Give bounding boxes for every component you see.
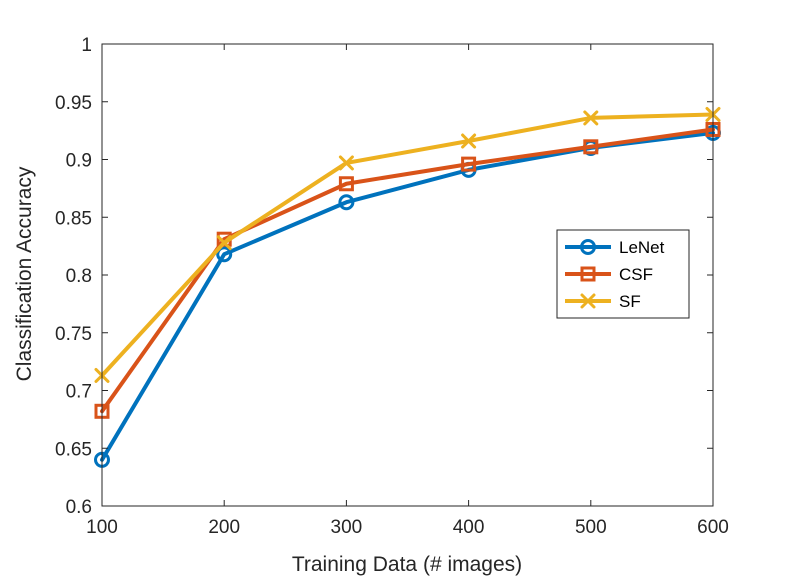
x-tick-label: 500 bbox=[575, 517, 607, 538]
legend-label-lenet: LeNet bbox=[619, 238, 665, 257]
x-tick-label: 600 bbox=[697, 517, 729, 538]
legend: LeNet CSF SF bbox=[556, 229, 690, 319]
y-tick-label: 0.95 bbox=[55, 93, 92, 114]
data-point-lenet bbox=[338, 194, 355, 211]
y-tick-label: 0.6 bbox=[66, 497, 92, 518]
x-tick-label: 200 bbox=[208, 517, 240, 538]
y-tick-label: 0.8 bbox=[66, 266, 92, 287]
data-point-lenet bbox=[216, 246, 233, 263]
legend-entry-csf: CSF bbox=[565, 265, 653, 284]
y-tick-label: 0.65 bbox=[55, 439, 92, 460]
data-point-csf bbox=[461, 156, 477, 172]
x-tick-label: 400 bbox=[453, 517, 485, 538]
y-axis-label: Classification Accuracy bbox=[13, 166, 36, 381]
y-tick-label: 0.75 bbox=[55, 324, 92, 345]
data-point-sf bbox=[583, 110, 599, 126]
data-point-sf bbox=[216, 235, 232, 251]
x-axis-label: Training Data (# images) bbox=[292, 553, 522, 576]
legend-entry-lenet: LeNet bbox=[565, 238, 665, 257]
y-tick-label: 1 bbox=[81, 35, 92, 56]
legend-entry-sf: SF bbox=[565, 292, 641, 311]
legend-label-sf: SF bbox=[619, 292, 641, 311]
series-layer bbox=[94, 106, 721, 468]
axes-layer: 100 200 300 400 500 600 0.6 0.65 0.7 0.75 0.8 0.85 0… bbox=[55, 35, 729, 538]
data-point-sf bbox=[338, 155, 354, 171]
data-point-sf bbox=[461, 133, 477, 149]
series-line-sf bbox=[100, 112, 715, 378]
legend-marker-sf bbox=[580, 293, 596, 309]
y-tick-label: 0.85 bbox=[55, 208, 92, 229]
y-tick-label: 0.7 bbox=[66, 382, 92, 403]
x-tick-label: 300 bbox=[331, 517, 363, 538]
legend-marker-csf bbox=[580, 266, 596, 282]
y-tick-label: 0.9 bbox=[66, 151, 92, 172]
x-tick-label: 100 bbox=[86, 517, 118, 538]
series-sf bbox=[94, 106, 721, 383]
data-point-csf bbox=[583, 139, 599, 155]
legend-marker-lenet bbox=[580, 239, 596, 255]
series-line-csf bbox=[100, 127, 715, 414]
data-point-csf bbox=[338, 176, 354, 192]
legend-label-csf: CSF bbox=[619, 265, 653, 284]
